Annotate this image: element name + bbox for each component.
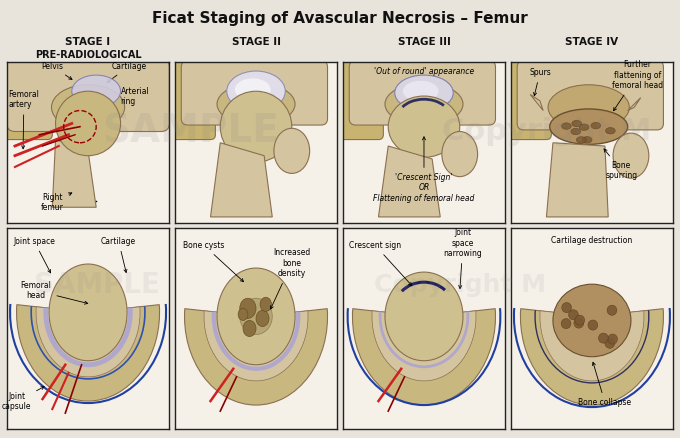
Ellipse shape [608,334,617,344]
Ellipse shape [579,124,589,131]
Ellipse shape [561,318,571,328]
Ellipse shape [598,333,609,343]
Text: Spurs: Spurs [529,68,551,95]
Text: Cartilage: Cartilage [107,62,146,82]
FancyBboxPatch shape [182,60,328,125]
Ellipse shape [388,96,460,157]
Ellipse shape [548,85,629,130]
Wedge shape [520,309,664,405]
Circle shape [49,264,127,361]
Wedge shape [184,309,328,405]
Ellipse shape [591,122,600,129]
Text: Further
flattening of
femoral head: Further flattening of femoral head [612,60,663,111]
Polygon shape [211,143,272,217]
Text: Cartilage: Cartilage [101,237,136,272]
FancyBboxPatch shape [338,62,384,140]
FancyBboxPatch shape [506,62,551,140]
Text: Joint
space
narrowing: Joint space narrowing [443,228,482,289]
Text: Increased
bone
density: Increased bone density [271,248,310,309]
FancyBboxPatch shape [7,59,169,131]
Text: Arterial
ring: Arterial ring [99,87,150,121]
Ellipse shape [562,123,571,129]
Circle shape [256,311,269,326]
Ellipse shape [226,71,286,111]
Text: Copyright M: Copyright M [374,273,546,297]
FancyBboxPatch shape [350,60,496,125]
Text: Femoral
artery: Femoral artery [8,90,39,149]
Ellipse shape [582,137,592,143]
Text: STAGE I: STAGE I [65,37,111,47]
Wedge shape [540,311,644,381]
Circle shape [238,308,248,321]
Ellipse shape [571,128,581,135]
Text: Right
femur: Right femur [41,193,72,212]
Ellipse shape [235,78,271,101]
Ellipse shape [442,131,477,177]
Text: Bone
spurring: Bone spurring [604,149,637,180]
Wedge shape [16,305,160,401]
Ellipse shape [385,83,463,125]
Text: Bone cysts: Bone cysts [184,241,243,282]
Ellipse shape [574,318,583,328]
Text: STAGE II: STAGE II [231,37,281,47]
Ellipse shape [605,338,615,348]
Circle shape [240,298,256,318]
Polygon shape [52,140,96,207]
Text: SAMPLE: SAMPLE [34,271,160,299]
Text: Copyright M: Copyright M [442,117,651,146]
Wedge shape [352,309,496,405]
Text: Femoral
head: Femoral head [20,281,88,304]
Ellipse shape [385,272,463,361]
Ellipse shape [575,315,585,325]
Wedge shape [36,307,140,377]
Wedge shape [372,311,476,381]
Wedge shape [204,311,308,381]
Polygon shape [530,95,543,110]
Text: STAGE IV: STAGE IV [565,37,619,47]
FancyBboxPatch shape [517,60,664,130]
Ellipse shape [605,127,615,134]
Ellipse shape [607,305,617,315]
Circle shape [220,91,292,162]
Ellipse shape [394,75,454,110]
Circle shape [56,91,120,155]
FancyBboxPatch shape [2,65,52,140]
Text: 'Out of round' appearance: 'Out of round' appearance [374,67,474,76]
Text: STAGE III: STAGE III [398,37,450,47]
Ellipse shape [588,320,598,330]
Ellipse shape [572,120,581,127]
Ellipse shape [274,128,309,173]
Text: Bone collapse: Bone collapse [579,362,632,407]
FancyBboxPatch shape [170,62,216,140]
Ellipse shape [72,75,120,107]
Ellipse shape [553,284,631,357]
Ellipse shape [549,109,628,145]
Circle shape [260,297,271,311]
Text: PRE-RADIOLOGICAL: PRE-RADIOLOGICAL [35,50,141,60]
Ellipse shape [403,81,439,102]
Text: Joint
capsule: Joint capsule [2,387,44,411]
Ellipse shape [613,133,649,178]
Polygon shape [547,143,608,217]
Ellipse shape [568,310,578,320]
Text: Ficat Staging of Avascular Necrosis – Femur: Ficat Staging of Avascular Necrosis – Fe… [152,11,528,26]
Text: Crescent sign: Crescent sign [349,241,411,286]
Text: Joint space: Joint space [14,237,55,273]
Text: Cartilage destruction: Cartilage destruction [551,236,632,245]
Circle shape [217,268,295,365]
Text: Pelvis: Pelvis [41,62,72,79]
Ellipse shape [52,85,124,130]
Text: SAMPLE: SAMPLE [102,113,279,150]
Text: 'Crescent Sign'
OR
Flattening of femoral head: 'Crescent Sign' OR Flattening of femoral… [373,137,475,203]
Polygon shape [379,146,440,217]
Ellipse shape [577,137,586,143]
Ellipse shape [240,298,272,335]
Polygon shape [628,98,641,110]
Ellipse shape [217,83,295,125]
Ellipse shape [562,303,571,313]
Circle shape [243,321,256,336]
